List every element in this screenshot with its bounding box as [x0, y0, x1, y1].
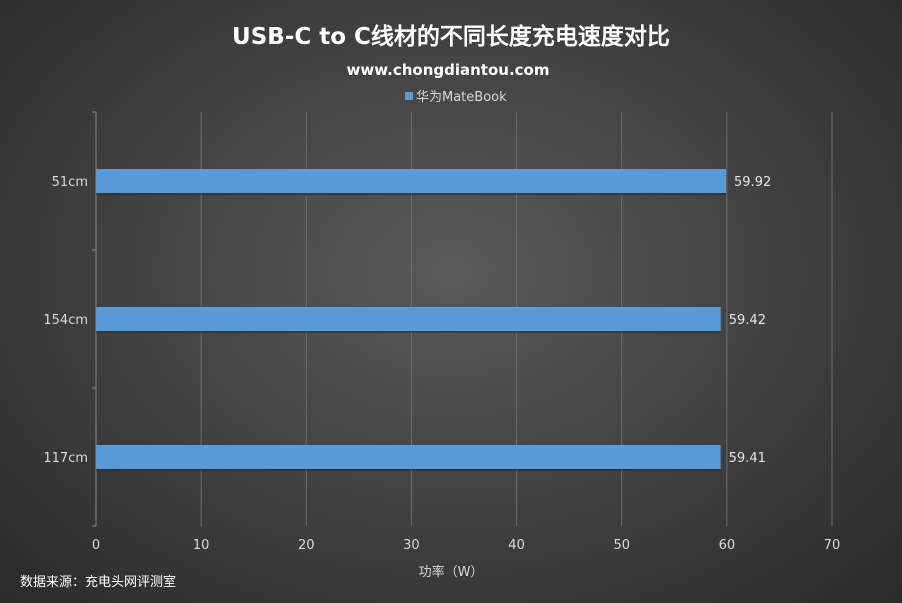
chart-title: USB-C to C线材的不同长度充电速度对比: [232, 23, 670, 50]
category-label-1: 154cm: [43, 313, 88, 328]
category-labels: 51cm 154cm 117cm: [43, 175, 88, 466]
x-tick-label-1: 10: [193, 538, 210, 553]
legend: 华为MateBook: [405, 90, 507, 105]
data-labels: 59.92 59.42 59.41: [729, 175, 772, 466]
bars: [96, 169, 727, 471]
data-source: 数据来源：充电头网评测室: [20, 574, 176, 590]
legend-swatch: [405, 92, 413, 100]
legend-entry: 华为MateBook: [416, 90, 507, 105]
data-label-0: 59.92: [734, 175, 771, 190]
y-axis: [92, 111, 97, 527]
x-tick-label-3: 30: [403, 538, 420, 553]
x-axis-label: 功率（W）: [419, 564, 484, 580]
bar-2: [96, 445, 721, 469]
data-label-2: 59.41: [729, 451, 766, 466]
x-tick-label-2: 20: [298, 538, 315, 553]
x-tick-label-7: 70: [824, 538, 841, 553]
bar-0: [96, 169, 727, 193]
category-label-0: 51cm: [52, 175, 88, 190]
x-tick-labels: 0 10 20 30 40 50 60 70: [92, 538, 840, 553]
x-tick-label-0: 0: [92, 538, 100, 553]
bar-1: [96, 307, 721, 331]
chart-subtitle: www.chongdiantou.com: [347, 61, 550, 79]
category-label-2: 117cm: [43, 451, 88, 466]
x-tick-label-5: 50: [613, 538, 630, 553]
x-tick-label-6: 60: [719, 538, 736, 553]
x-tick-label-4: 40: [508, 538, 525, 553]
data-label-1: 59.42: [729, 313, 766, 328]
